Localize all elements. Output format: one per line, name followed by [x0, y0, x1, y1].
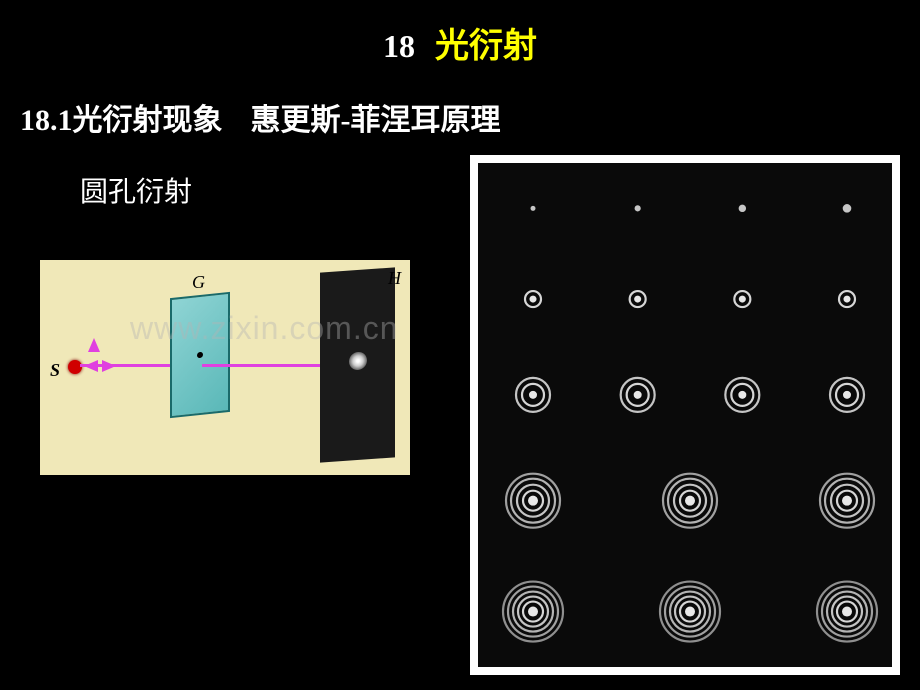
emit-arrow-up — [88, 338, 100, 352]
section-number: 18.1 — [20, 104, 73, 137]
diffraction-spot — [349, 352, 367, 371]
diffraction-patterns-svg — [478, 163, 892, 667]
beam-segment-2 — [202, 364, 337, 367]
chapter-text: 光衍射 — [435, 28, 537, 65]
watermark: www.zixin.com.cn — [130, 310, 399, 347]
section-title: 18.1光衍射现象惠更斯-菲涅耳原理 — [20, 95, 501, 139]
section-part1: 光衍射现象 — [73, 104, 223, 137]
observation-screen — [320, 267, 395, 462]
light-source — [68, 360, 82, 374]
aperture-label: G — [192, 272, 205, 293]
chapter-number: 18 — [383, 28, 415, 64]
source-label: S — [50, 360, 60, 381]
chapter-title: 18 光衍射 — [0, 18, 920, 67]
experiment-diagram: S G H — [40, 260, 410, 475]
screen-label: H — [388, 268, 401, 289]
section-part2: 惠更斯-菲涅耳原理 — [251, 104, 501, 137]
diffraction-photo-grid — [470, 155, 900, 675]
subtitle: 圆孔衍射 — [80, 170, 192, 210]
